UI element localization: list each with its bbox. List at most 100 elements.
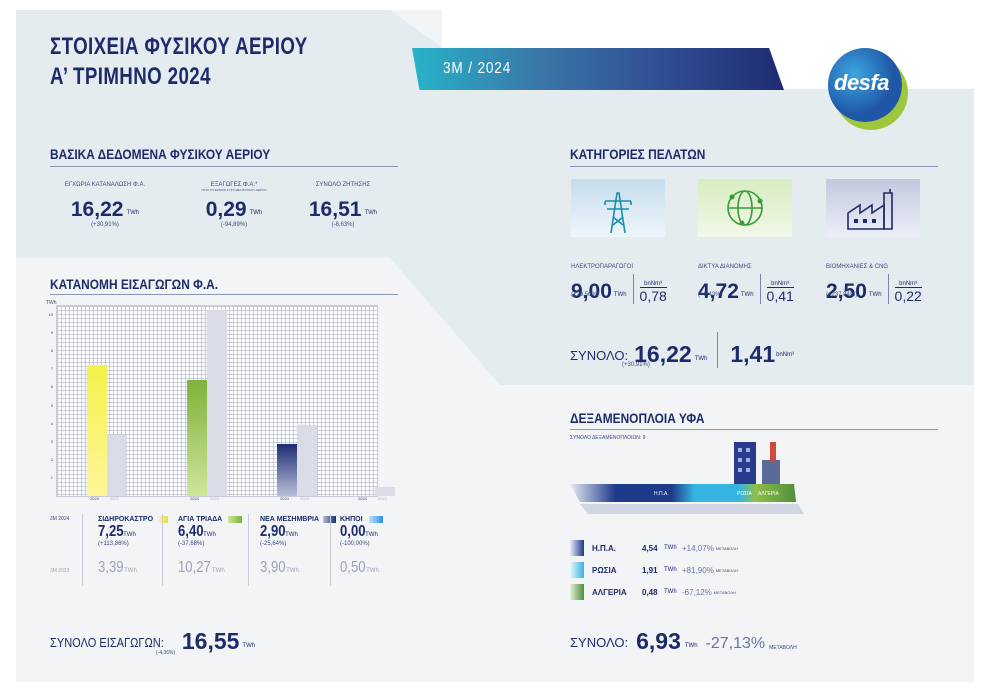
imports-axis-unit: TWh xyxy=(46,300,57,306)
basic-item-value: 16,22 xyxy=(70,198,124,221)
customer-bnm: 0,41 xyxy=(766,287,794,304)
period-banner xyxy=(412,48,784,90)
y-tick-label: 1 xyxy=(50,474,53,480)
imports-bars xyxy=(57,306,395,496)
import-point-agia-triada: ΑΓΙΑ ΤΡΙΑΔΑ 6,40 TWh (-37,68%) 10,27 TWh xyxy=(178,516,248,577)
x-tick-label: 2024 xyxy=(280,496,289,501)
customer-item-power: ΗΛΕΚΤΡΟΠΑΡΑΓΩΓΟΙ 9,00 TWh bnNm³ 0,78 (+2… xyxy=(571,264,691,304)
basic-data-rule xyxy=(50,166,398,167)
customers-total-divider xyxy=(717,332,719,368)
import-point-swatch xyxy=(228,516,243,523)
y-tick-label: 5 xyxy=(50,402,53,408)
legend-divider xyxy=(82,514,83,586)
legend-divider xyxy=(162,514,163,586)
imports-total-value: 16,55 xyxy=(181,628,240,654)
lng-total-change-label: ΜΕΤΑΒΟΛΗ xyxy=(769,645,797,651)
customer-label: ΔΙΚΤΥΑ ΔΙΑΝΟΜΗΣ xyxy=(698,264,752,270)
lng-heading: ΔΕΞΑΜΕΝΟΠΛΟΙΑ ΥΦΑ xyxy=(570,410,705,426)
import-point-sidirokastro: ΣΙΔΗΡΟΚΑΣΤΡΟ 7,25 TWh (+113,86%) 3,39 TWh xyxy=(98,516,168,577)
import-point-prev: 10,27 xyxy=(178,559,211,576)
customer-divider xyxy=(632,274,634,304)
import-point-change: (+113,86%) xyxy=(98,541,129,547)
basic-data-heading: ΒΑΣΙΚΑ ΔΕΔΟΜΕΝΑ ΦΥΣΙΚΟΥ ΑΕΡΙΟΥ xyxy=(50,146,271,162)
customer-divider xyxy=(887,274,889,304)
lng-tanker-illustration xyxy=(570,438,810,520)
import-point-name: ΣΙΔΗΡΟΚΑΣΤΡΟ xyxy=(98,516,154,523)
imports-total-label: ΣΥΝΟΛΟ ΕΙΣΑΓΩΓΩΝ: xyxy=(50,635,164,650)
imports-total-change: (-4,36%) xyxy=(156,650,176,656)
imports-y-axis: 1 2 3 4 5 6 7 8 9 10 xyxy=(44,305,54,495)
customers-heading: ΚΑΤΗΓΟΡΙΕΣ ΠΕΛΑΤΩΝ xyxy=(570,146,706,162)
y-tick-label: 3 xyxy=(50,438,53,444)
basic-item-change: (-8,63%) xyxy=(331,222,355,228)
title-line-1: ΣΤΟΙΧΕΙΑ ΦΥΣΙΚΟΥ ΑΕΡΙΟΥ xyxy=(50,33,308,60)
import-point-value: 0,00 xyxy=(340,523,366,540)
imports-x-axis: 2024 2023 2024 2023 2024 2023 2024 2023 xyxy=(56,496,387,504)
customer-change: (+237,84%) xyxy=(826,292,858,298)
x-tick-label: 2024 xyxy=(358,496,367,501)
network-globe-icon xyxy=(698,179,792,237)
x-tick-label: 2023 xyxy=(110,496,119,501)
import-point-prev-unit: TWh xyxy=(286,568,299,574)
import-point-name: ΚΗΠΟΙ xyxy=(340,516,363,523)
bar-previous xyxy=(107,434,127,496)
desfa-logo-icon xyxy=(828,48,902,122)
import-point-value: 2,90 xyxy=(260,523,286,540)
customer-change: (+0,43%) xyxy=(698,292,723,298)
lng-total-label: ΣΥΝΟΛΟ: xyxy=(570,635,629,650)
legend-divider xyxy=(330,514,331,586)
basic-item-change: (-94,89%) xyxy=(220,222,248,228)
lng-rule xyxy=(570,429,938,430)
x-tick-label: 2023 xyxy=(210,496,219,501)
import-point-change: (-25,64%) xyxy=(260,541,287,547)
imports-total-unit: TWh xyxy=(242,643,256,649)
x-tick-label: 2024 xyxy=(90,496,99,501)
basic-item-unit: TWh xyxy=(249,210,263,216)
customers-total-change: (+30,91%) xyxy=(622,362,650,368)
basic-item-demand: ΣΥΝΟΛΟ ΖΗΤΗΣΗΣ 16,51 TWh (-8,63%) xyxy=(296,182,390,240)
import-point-swatch xyxy=(323,516,336,523)
lng-row-change: -67,12% xyxy=(682,587,712,597)
lng-total-value: 6,93 xyxy=(636,628,681,654)
import-point-prev-unit: TWh xyxy=(212,568,225,574)
lng-total-unit: TWh xyxy=(684,643,698,649)
bar-current xyxy=(187,380,207,496)
lng-row-value: 1,91 xyxy=(642,565,658,575)
basic-item-value: 0,29 xyxy=(205,198,247,221)
import-point-prev: 3,90 xyxy=(260,559,286,576)
import-point-prev: 0,50 xyxy=(340,559,366,576)
import-point-swatch xyxy=(368,516,383,523)
bar-current xyxy=(277,443,297,496)
lng-row-country: ΑΛΓΕΡΙΑ xyxy=(592,587,627,597)
y-tick-label: 9 xyxy=(50,330,53,336)
customer-bnm-unit: bnNm³ xyxy=(644,281,663,287)
import-point-prev: 3,39 xyxy=(98,559,124,576)
customer-divider xyxy=(759,274,761,304)
basic-item-change: (+30,91%) xyxy=(91,222,119,228)
bar-previous xyxy=(375,486,395,496)
customers-total-bnm-unit: bnNm³ xyxy=(776,352,795,358)
customers-total-value: 16,22 xyxy=(634,341,692,367)
bar-current xyxy=(87,364,107,496)
customer-label: ΗΛΕΚΤΡΟΠΑΡΑΓΩΓΟΙ xyxy=(571,264,634,270)
ship-label-usa: Η.Π.Α. xyxy=(654,491,669,497)
customer-value: 4,72 xyxy=(698,280,739,303)
customer-value: 9,00 xyxy=(571,280,612,303)
lng-row-value: 4,54 xyxy=(642,543,658,553)
lng-row-change-label: ΜΕΤΑΒΟΛΗ xyxy=(715,545,738,551)
lng-row-unit: TWh xyxy=(664,589,677,595)
basic-item-label: ΕΓΧΩΡΙΑ ΚΑΤΑΝΑΛΩΣΗ Φ.Α. xyxy=(64,182,146,188)
customer-bnm: 0,78 xyxy=(639,287,667,304)
customers-total-label: ΣΥΝΟΛΟ: xyxy=(570,348,629,363)
customer-bnm-unit: bnNm³ xyxy=(771,281,790,287)
x-tick-label: 2023 xyxy=(378,496,387,501)
basic-item-label: ΕΞΑΓΩΓΕΣ Φ.Α.* xyxy=(210,182,258,188)
y-tick-label: 4 xyxy=(50,420,53,426)
lng-row-usa: Η.Π.Α. 4,54 TWh +14,07% ΜΕΤΑΒΟΛΗ xyxy=(570,538,820,558)
import-point-nea-mesimvria: ΝΕΑ ΜΕΣΗΜΒΡΙΑ 2,90 TWh (-25,64%) 3,90 TWh xyxy=(260,516,336,577)
customer-label: ΒΙΟΜΗΧΑΝΙΕΣ & CNG xyxy=(826,264,889,270)
lng-total: ΣΥΝΟΛΟ: 6,93 TWh -27,13% ΜΕΤΑΒΟΛΗ xyxy=(570,628,797,655)
lng-table: Η.Π.Α. 4,54 TWh +14,07% ΜΕΤΑΒΟΛΗ ΡΩΣΙΑ 1… xyxy=(570,538,820,602)
y-tick-label: 10 xyxy=(48,312,53,318)
import-point-kipoi: ΚΗΠΟΙ 0,00 TWh (-100,00%) 0,50 TWh xyxy=(340,516,390,577)
